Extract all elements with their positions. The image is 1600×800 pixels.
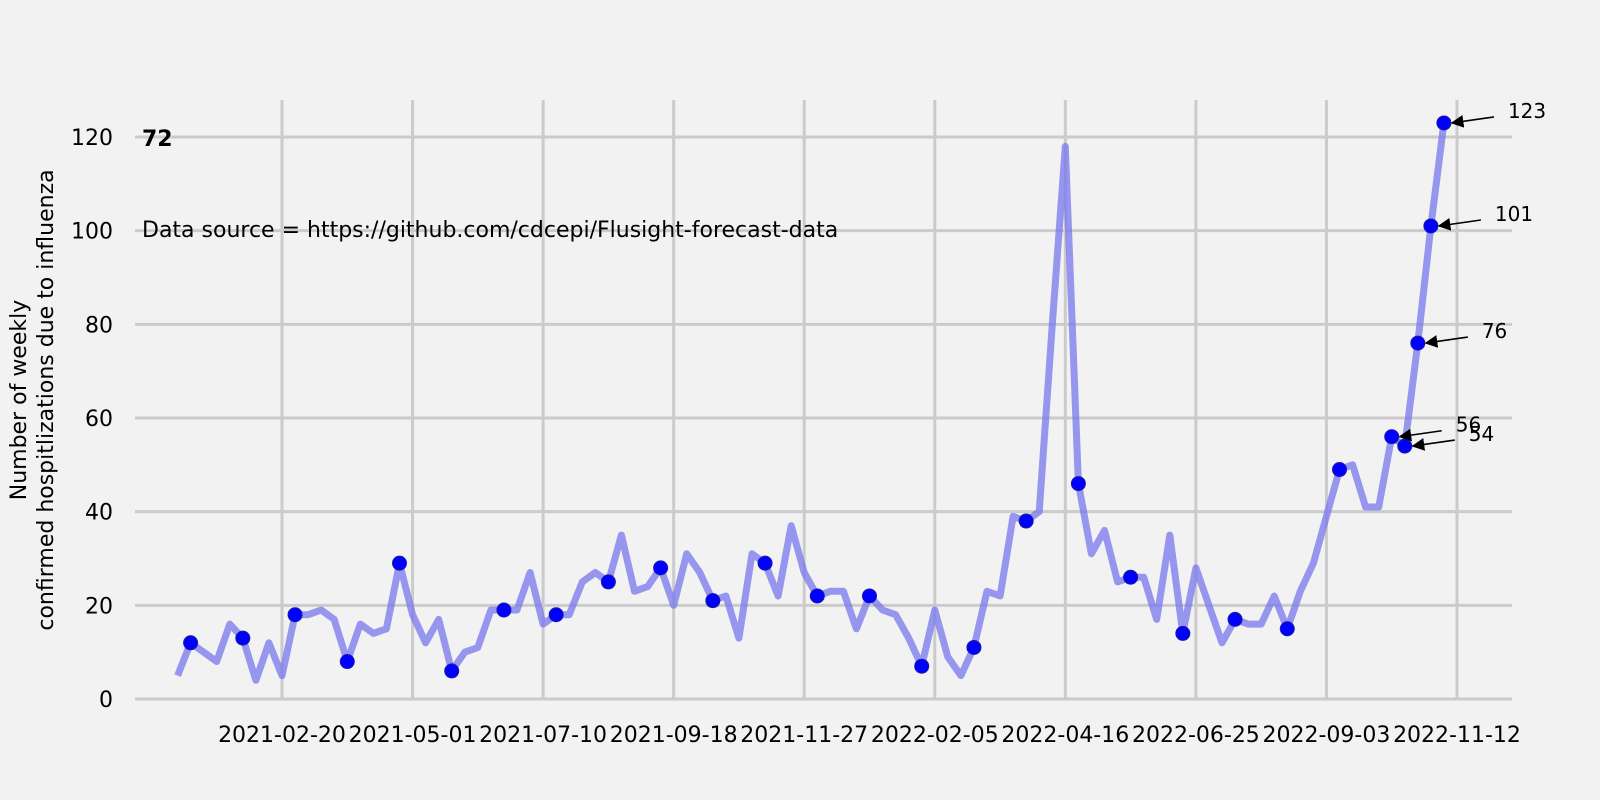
corner-label: 72 [142,127,173,152]
x-tick-label: 2022-04-16 [1001,723,1129,748]
y-tick-labels: 0 20 40 60 80 100 120 [71,126,113,713]
data-point [548,607,564,623]
x-tick-label: 2022-02-05 [871,723,999,748]
x-tick-label: 2022-09-03 [1263,723,1391,748]
y-tick-label: 120 [71,126,113,151]
data-point [444,663,460,679]
y-tick-label: 40 [85,501,113,526]
data-point [1410,335,1426,351]
x-tick-label: 2021-02-20 [218,723,346,748]
data-point [392,555,407,571]
data-point [705,593,721,609]
data-point [1227,611,1243,627]
data-point [1070,476,1086,492]
annotation-label: 101 [1495,202,1533,226]
annotation-arrow [1437,218,1482,231]
data-point [1018,513,1034,529]
data-point [600,574,616,590]
y-tick-label: 80 [85,313,113,338]
data-point [1123,569,1139,585]
data-point [183,635,199,651]
y-tick-label: 0 [99,688,113,713]
x-tick-label: 2022-06-25 [1132,723,1260,748]
data-point [757,555,773,571]
annotation-arrow [1450,114,1495,128]
data-point [1436,115,1452,131]
annotation-arrow [1411,438,1455,451]
annotation-label: 54 [1469,422,1494,446]
data-point [287,607,303,623]
y-tick-label: 100 [71,220,113,245]
y-axis-label-line: confirmed hospitlizations due to influen… [34,169,59,630]
annotation-label: 56 [1456,413,1481,437]
x-tick-labels: 2021-02-20 2021-05-01 2021-07-10 2021-09-18… [218,723,1521,748]
data-point [914,658,930,674]
markers [183,115,1452,679]
data-point [1384,429,1400,445]
y-axis-label-line: Number of weekly [7,300,32,501]
data-point [339,654,355,670]
data-point [496,602,512,618]
grid [135,100,1512,701]
data-point [235,630,251,646]
annotation-arrow [1424,335,1468,348]
x-tick-label: 2021-11-27 [740,723,868,748]
data-point [1279,621,1295,637]
y-tick-label: 60 [85,407,113,432]
y-axis-label: Number of weeklyconfirmed hospitlization… [7,169,59,630]
annotation-label: 123 [1508,99,1546,123]
annotation-label: 76 [1482,319,1507,343]
data-point [809,588,825,604]
y-tick-label: 20 [85,594,113,619]
x-tick-label: 2021-05-01 [349,723,477,748]
data-point [1332,462,1347,478]
x-tick-label: 2021-09-18 [610,723,738,748]
data-point [862,588,877,604]
data-point [653,560,669,576]
data-point [1175,625,1191,641]
x-tick-label: 2021-07-10 [479,723,607,748]
annotation-arrow [1398,428,1442,442]
source-note: Data source = https://github.com/cdcepi/… [142,218,838,243]
data-point [1423,218,1439,234]
data-point [966,639,982,655]
data-point [1397,438,1413,454]
x-tick-label: 2022-11-12 [1393,723,1521,748]
